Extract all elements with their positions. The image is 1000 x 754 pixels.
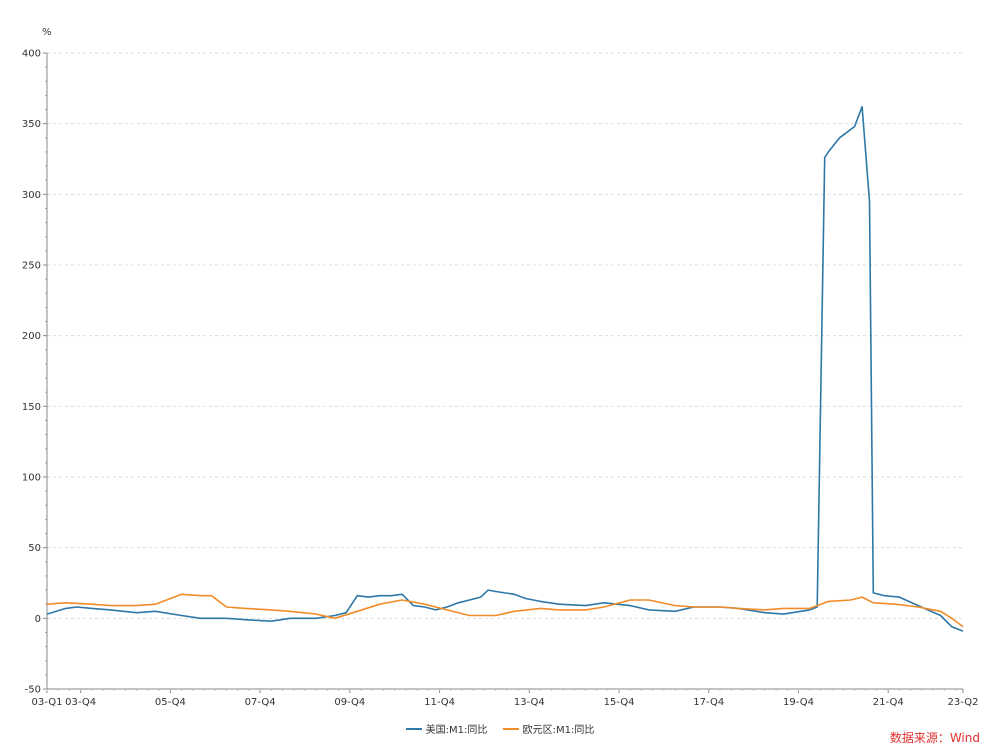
x-tick-label: 17-Q4 <box>693 697 724 708</box>
y-tick-label: 400 <box>22 49 41 60</box>
x-tick-label: 09-Q4 <box>334 697 365 708</box>
legend-swatch-euro-m1 <box>502 727 519 730</box>
y-tick-label: 0 <box>35 614 41 625</box>
y-tick-label: 100 <box>22 473 41 484</box>
y-axis-unit-label: % <box>42 27 52 38</box>
y-tick-label: 300 <box>22 190 41 201</box>
series-line-us-m1 <box>46 105 964 632</box>
x-tick-label: 23-Q2 <box>948 697 979 708</box>
x-tick-label: 03-Q1 <box>32 697 63 708</box>
y-tick-label: -50 <box>25 685 41 696</box>
x-tick-label: 21-Q4 <box>873 697 904 708</box>
y-tick-label: 150 <box>22 402 41 413</box>
x-tick-label: 15-Q4 <box>604 697 635 708</box>
x-tick-label: 05-Q4 <box>155 697 186 708</box>
y-tick-label: 250 <box>22 261 41 272</box>
y-tick-label: 350 <box>22 119 41 130</box>
legend-label-us-m1: 美国:M1:同比 <box>425 725 488 736</box>
x-tick-label: 03-Q4 <box>65 697 96 708</box>
legend-item-euro-m1[interactable]: 欧元区:M1:同比 <box>502 721 595 736</box>
legend-label-euro-m1: 欧元区:M1:同比 <box>522 725 595 736</box>
x-tick-label: 13-Q4 <box>514 697 545 708</box>
x-tick-label: 11-Q4 <box>424 697 455 708</box>
x-tick-label: 07-Q4 <box>245 697 276 708</box>
legend-item-us-m1[interactable]: 美国:M1:同比 <box>405 721 488 736</box>
legend-swatch-us-m1 <box>405 727 422 730</box>
y-tick-label: 200 <box>22 331 41 342</box>
y-tick-label: 50 <box>28 543 41 554</box>
x-tick-label: 19-Q4 <box>783 697 814 708</box>
data-source-note: 数据来源：Wind <box>889 731 980 745</box>
series-line-euro-m1 <box>46 593 964 628</box>
legend: 美国:M1:同比 欧元区:M1:同比 <box>0 721 1000 736</box>
